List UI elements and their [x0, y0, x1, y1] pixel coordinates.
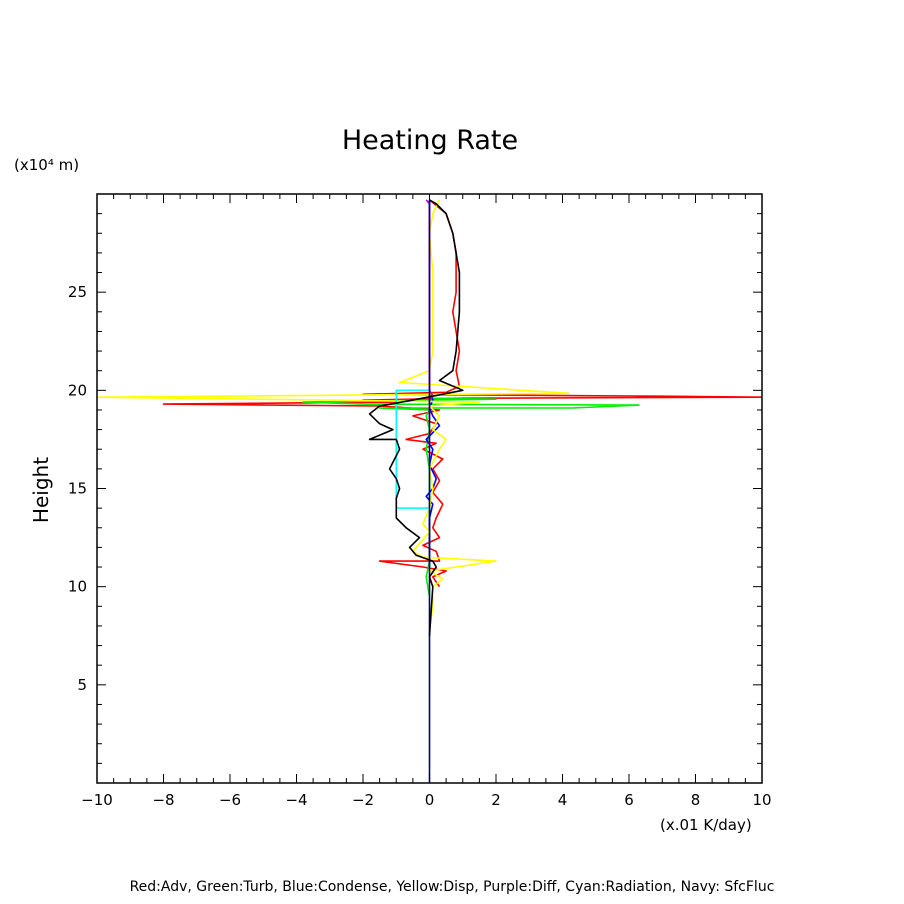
y-tick-label: 15 [68, 480, 87, 498]
series-total-line [368, 199, 464, 636]
plot-frame [96, 193, 763, 784]
x-tick-label: 4 [558, 791, 568, 809]
x-tick-label: −10 [81, 791, 113, 809]
legend-caption: Red:Adv, Green:Turb, Blue:Condense, Yell… [130, 879, 775, 895]
ticks-layer: −10 −8 −6 −4 −2 0 2 4 6 8 10 5 10 15 20 25 [68, 193, 772, 809]
x-tick-label: −6 [219, 791, 241, 809]
y-tick-label: 10 [68, 578, 87, 596]
x-tick-label: −2 [352, 791, 374, 809]
chart-title: Heating Rate [342, 125, 518, 156]
x-tick-label: 10 [752, 791, 771, 809]
series-layer [97, 199, 762, 783]
series-radiation-line [395, 389, 430, 509]
x-tick-label: −8 [152, 791, 174, 809]
y-tick-label: 5 [77, 676, 87, 694]
y-tick-label: 25 [68, 283, 87, 301]
x-tick-label: 0 [425, 791, 435, 809]
y-axis-label: Height [29, 457, 53, 523]
x-tick-label: 8 [691, 791, 701, 809]
x-tick-label: 6 [624, 791, 634, 809]
series-disp-line [97, 199, 570, 631]
x-tick-label: −4 [285, 791, 307, 809]
y-tick-label: 20 [68, 381, 87, 399]
x-axis-label: (x.01 K/day) [660, 816, 752, 834]
x-tick-label: 2 [491, 791, 501, 809]
y-unit-label: (x10⁴ m) [14, 156, 79, 174]
series-adv-line [162, 199, 762, 588]
